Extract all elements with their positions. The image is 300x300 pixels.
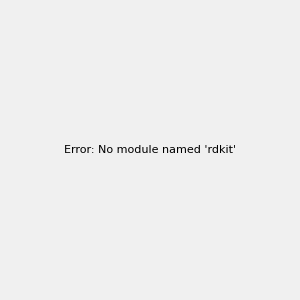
Text: Error: No module named 'rdkit': Error: No module named 'rdkit' xyxy=(64,145,236,155)
